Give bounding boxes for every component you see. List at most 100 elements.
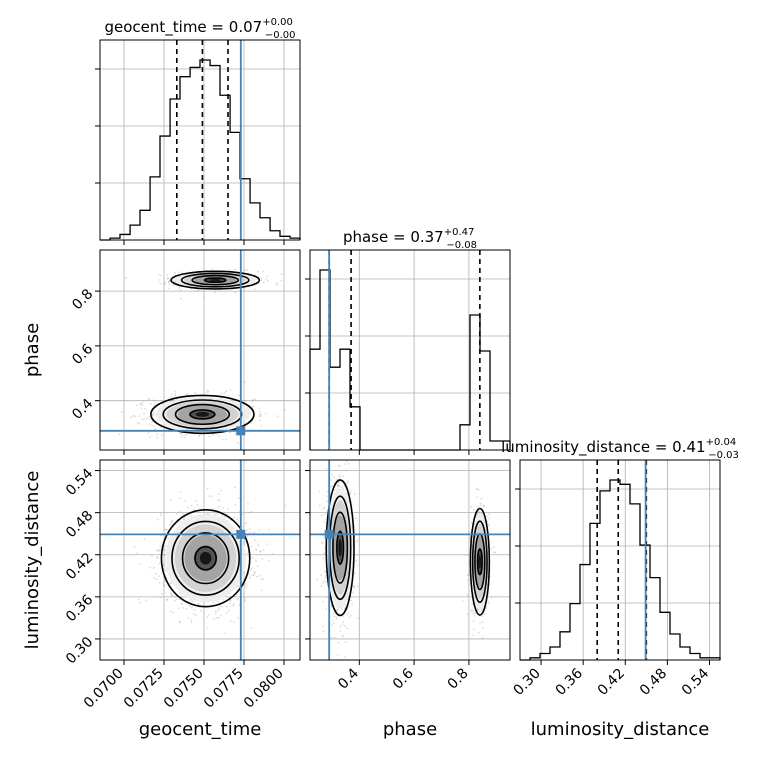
sample-point (237, 497, 240, 499)
pair-phase_vs_luminosity_distance-xtick-label: 0.6 (390, 665, 417, 692)
pair-geocent_time_vs_luminosity_distance-xtick-label: 0.0700 (81, 666, 127, 712)
sample-point (172, 279, 175, 282)
sample-point (470, 611, 473, 613)
sample-point (147, 416, 150, 418)
sample-point (175, 598, 178, 600)
sample-point (478, 488, 480, 491)
sample-point (316, 578, 318, 581)
sample-point (221, 605, 224, 608)
sample-point (329, 485, 332, 488)
sample-point (184, 500, 187, 502)
sample-point (320, 514, 323, 517)
sample-point (190, 618, 193, 621)
sample-point (170, 592, 172, 594)
sample-point (234, 268, 236, 271)
sample-point (136, 552, 139, 554)
sample-point (261, 557, 263, 560)
sample-point (488, 525, 491, 527)
sample-point (482, 504, 485, 507)
sample-point (347, 612, 350, 615)
sample-point (466, 613, 469, 616)
sample-point (342, 621, 344, 623)
sample-point (472, 509, 475, 511)
sample-point (197, 603, 200, 605)
sample-point (211, 433, 214, 436)
sample-point (170, 594, 173, 596)
sample-point (177, 271, 180, 274)
sample-point (145, 599, 148, 602)
sample-point (195, 614, 197, 616)
sample-point (255, 548, 257, 551)
sample-point (254, 539, 256, 542)
sample-point (207, 390, 210, 393)
sample-point (160, 512, 163, 515)
sample-point (246, 407, 249, 409)
sample-point (218, 435, 221, 438)
sample-point (213, 617, 215, 620)
sample-point (481, 615, 483, 617)
sample-point (330, 636, 333, 639)
sample-point (238, 394, 240, 397)
sample-point (461, 600, 464, 602)
sample-point (479, 612, 481, 614)
sample-point (163, 585, 165, 588)
contour-0-0 (170, 270, 261, 290)
x-axis-label-geocent-time: geocent_time (139, 719, 262, 740)
sample-point (258, 407, 261, 410)
sample-point (148, 418, 151, 420)
sample-point (483, 613, 486, 616)
sample-point (174, 272, 176, 274)
density-geocent-time-vs-phase: 0.4 0.6 0.8 (69, 249, 301, 455)
sample-point (194, 391, 197, 394)
sample-point (190, 514, 193, 517)
sample-point (205, 391, 208, 394)
sample-point (218, 493, 220, 495)
sample-point (323, 570, 326, 572)
x-axis-label-phase: phase (383, 719, 437, 740)
sample-point (243, 592, 245, 595)
sample-point (166, 274, 169, 276)
sample-point (217, 616, 220, 619)
sample-point (156, 518, 159, 521)
sample-point (482, 505, 485, 508)
histogram-luminosity-distance: 0.30 0.36 0.42 0.48 0.54 luminosity_distance … (501, 437, 739, 699)
hist-2-frame (519, 459, 721, 661)
sample-point (259, 550, 261, 553)
contour-1-1 (471, 520, 488, 604)
sample-point (189, 605, 191, 607)
sample-point (481, 621, 484, 623)
sample-point (152, 413, 154, 416)
sample-point (488, 517, 491, 520)
sample-point (169, 582, 172, 585)
sample-point (133, 546, 136, 548)
sample-point (476, 496, 478, 498)
sample-point (212, 601, 215, 604)
sample-point (252, 405, 255, 408)
sample-point (318, 490, 321, 493)
sample-point (180, 435, 183, 438)
sample-point (336, 609, 339, 611)
sample-point (345, 460, 348, 463)
sample-point (258, 415, 261, 418)
hist-2-xtick-label: 0.36 (553, 665, 586, 698)
sample-point (159, 545, 162, 548)
sample-point (478, 631, 480, 634)
sample-point (225, 438, 228, 441)
sample-point (353, 572, 356, 575)
sample-point (176, 512, 179, 515)
sample-point (170, 521, 172, 524)
sample-point (148, 398, 151, 401)
sample-point (217, 600, 220, 603)
sample-point (171, 393, 173, 396)
sample-point (193, 508, 196, 511)
sample-point (337, 484, 340, 487)
sample-point (470, 505, 473, 508)
sample-point (206, 487, 209, 490)
sample-point (341, 615, 344, 618)
sample-point (232, 604, 235, 607)
sample-point (169, 610, 172, 613)
sample-point (335, 618, 338, 621)
contour-1-0 (469, 507, 491, 616)
pair-geocent_time_vs_phase-frame (99, 249, 301, 451)
x-axis-label-luminosity-distance: luminosity_distance (531, 719, 710, 740)
